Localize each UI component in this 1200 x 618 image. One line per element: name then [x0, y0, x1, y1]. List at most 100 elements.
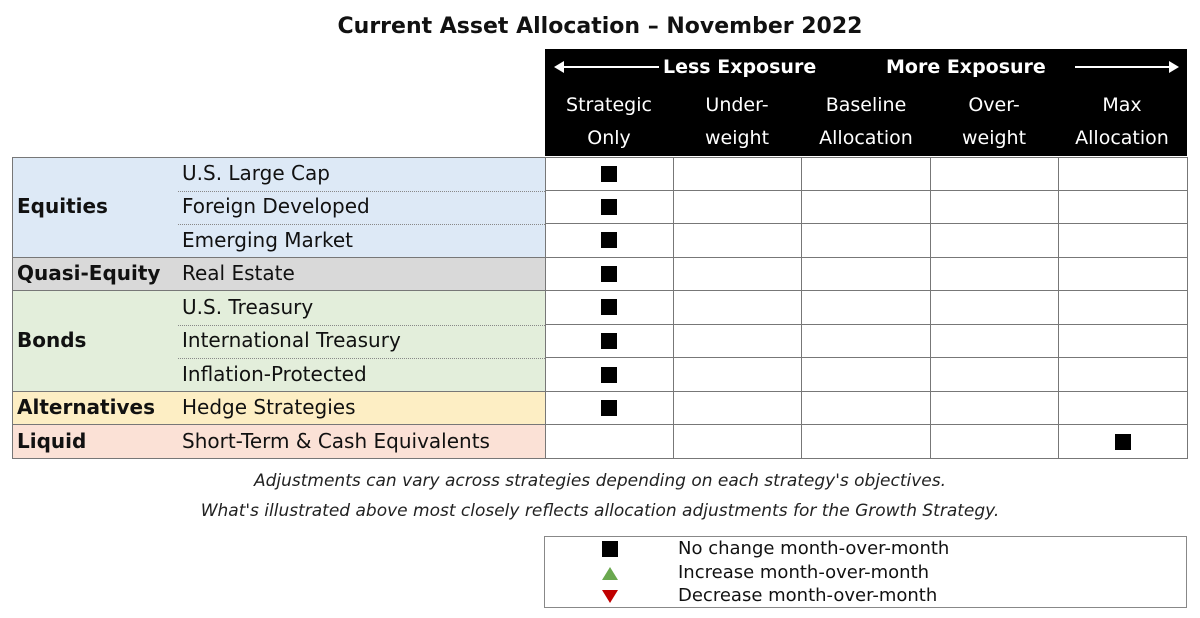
grid-cell: [1059, 224, 1188, 258]
green-up-triangle-icon: [602, 567, 618, 580]
grid-row: [545, 190, 1188, 225]
black-square-icon: [601, 232, 618, 249]
column-header-overweight: Over- weight: [930, 89, 1058, 155]
grid-cell: [1059, 391, 1188, 426]
grid-row: [545, 324, 1188, 359]
grid-cell: [802, 224, 931, 258]
legend-label: Decrease month-over-month: [678, 585, 938, 606]
right-arrow-icon: [1169, 61, 1179, 73]
category-label-liquid: Liquid: [17, 429, 87, 453]
asset-label-short-term-cash: Short-Term & Cash Equivalents: [182, 429, 490, 453]
legend: No change month-over-month Increase mont…: [544, 536, 1187, 608]
black-square-icon: [602, 541, 618, 557]
category-band-equities: [12, 157, 545, 258]
less-exposure-label: Less Exposure: [663, 56, 817, 78]
black-square-icon: [601, 333, 618, 350]
row-divider: [178, 325, 545, 326]
black-square-icon: [601, 299, 618, 316]
right-arrow-line: [1075, 66, 1171, 68]
black-square-icon: [601, 165, 618, 182]
row-divider: [178, 191, 545, 192]
grid-cell: [1059, 324, 1188, 359]
black-square-icon: [1115, 433, 1132, 450]
column-header-underweight: Under- weight: [673, 89, 801, 155]
more-exposure-label: More Exposure: [886, 56, 1046, 78]
grid-cell: [802, 157, 931, 191]
grid-cell: [802, 391, 931, 426]
legend-item-no-change: No change month-over-month: [545, 537, 1186, 561]
grid-cell: [545, 291, 674, 325]
page-title: Current Asset Allocation – November 2022: [337, 14, 863, 39]
column-header-line2: Allocation: [1075, 127, 1169, 149]
asset-label-us-large-cap: U.S. Large Cap: [182, 161, 330, 185]
asset-label-international-treasury: International Treasury: [182, 328, 401, 352]
grid-cell: [930, 391, 1060, 426]
column-header-line1: Under-: [705, 94, 769, 116]
column-header-line2: Allocation: [819, 127, 913, 149]
category-label-quasi-equity: Quasi-Equity: [17, 261, 161, 285]
grid-cell: [545, 358, 674, 392]
legend-label: Increase month-over-month: [678, 562, 930, 583]
column-header-line2: Only: [587, 127, 631, 149]
grid-row: [545, 157, 1188, 191]
grid-row: [545, 257, 1188, 292]
legend-item-decrease: Decrease month-over-month: [545, 584, 1186, 608]
grid-cell: [802, 425, 931, 459]
black-square-icon: [601, 366, 618, 383]
grid-row: [545, 425, 1188, 459]
grid-cell: [802, 190, 931, 225]
grid-cell: [545, 157, 674, 191]
exposure-row: Less Exposure More Exposure: [545, 49, 1187, 85]
column-header-line2: weight: [704, 127, 770, 149]
category-band-alternatives: [12, 392, 545, 425]
grid-cell: [545, 257, 674, 292]
grid-cell: [1059, 425, 1188, 459]
grid-row: [545, 358, 1188, 392]
asset-label-inflation-protected: Inflation-Protected: [182, 362, 367, 386]
column-header-line1: Strategic: [566, 94, 652, 116]
grid-cell: [673, 157, 803, 191]
column-header-strategic-only: Strategic Only: [545, 89, 673, 155]
grid-cell: [930, 291, 1060, 325]
black-square-icon: [601, 400, 618, 417]
category-label-bonds: Bonds: [17, 328, 87, 352]
black-square-icon: [601, 265, 618, 282]
grid-row: [545, 224, 1188, 258]
grid-cell: [673, 391, 803, 426]
column-header-baseline-allocation: Baseline Allocation: [802, 89, 930, 155]
red-down-triangle-icon: [602, 590, 618, 603]
grid-cell: [930, 324, 1060, 359]
grid-cell: [545, 391, 674, 426]
grid-row: [545, 291, 1188, 325]
grid-cell: [673, 324, 803, 359]
grid-cell: [673, 190, 803, 225]
grid-cell: [545, 324, 674, 359]
grid-cell: [673, 224, 803, 258]
category-label-alternatives: Alternatives: [17, 395, 155, 419]
grid-cell: [1059, 190, 1188, 225]
grid-cell: [930, 157, 1060, 191]
allocation-header: Less Exposure More Exposure Strategic On…: [545, 49, 1187, 156]
grid-cell: [802, 257, 931, 292]
grid-cell: [545, 224, 674, 258]
grid-cell: [930, 257, 1060, 292]
row-divider: [178, 224, 545, 225]
note-line-2: What's illustrated above most closely re…: [200, 501, 1000, 521]
note-line-1: Adjustments can vary across strategies d…: [253, 471, 947, 491]
legend-item-increase: Increase month-over-month: [545, 561, 1186, 585]
grid-cell: [545, 425, 674, 459]
asset-label-hedge-strategies: Hedge Strategies: [182, 395, 356, 419]
grid-cell: [673, 358, 803, 392]
left-arrow-line: [559, 66, 659, 68]
column-header-line1: Baseline: [825, 94, 907, 116]
grid-row: [545, 391, 1188, 426]
grid-cell: [802, 324, 931, 359]
asset-label-emerging-market: Emerging Market: [182, 228, 354, 252]
grid-cell: [930, 425, 1060, 459]
grid-cell: [930, 224, 1060, 258]
grid-cell: [673, 291, 803, 325]
grid-cell: [1059, 291, 1188, 325]
grid-cell: [1059, 157, 1188, 191]
category-band-quasi-equity: [12, 258, 545, 291]
category-band-bonds: [12, 291, 545, 392]
